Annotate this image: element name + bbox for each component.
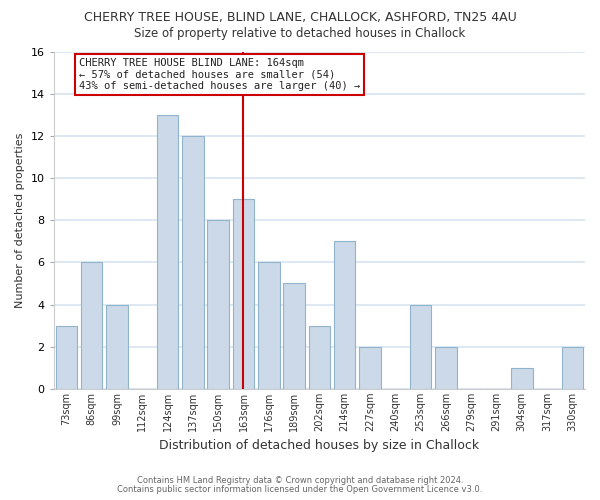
Bar (56, 326, 77, 389)
Text: Contains HM Land Registry data © Crown copyright and database right 2024.: Contains HM Land Registry data © Crown c… (137, 476, 463, 485)
Bar (410, 304, 431, 389)
Bar (208, 220, 229, 389)
Bar (562, 346, 583, 389)
Bar (334, 242, 355, 389)
Bar (106, 304, 128, 389)
Bar (435, 346, 457, 389)
Text: Size of property relative to detached houses in Challock: Size of property relative to detached ho… (134, 28, 466, 40)
Text: CHERRY TREE HOUSE BLIND LANE: 164sqm
← 57% of detached houses are smaller (54)
4: CHERRY TREE HOUSE BLIND LANE: 164sqm ← 5… (79, 58, 360, 91)
Text: Contains public sector information licensed under the Open Government Licence v3: Contains public sector information licen… (118, 484, 482, 494)
Bar (359, 346, 381, 389)
Bar (233, 199, 254, 389)
Bar (81, 262, 103, 389)
Bar (157, 115, 178, 389)
Bar (258, 262, 280, 389)
Y-axis label: Number of detached properties: Number of detached properties (15, 132, 25, 308)
Bar (308, 326, 330, 389)
Bar (283, 284, 305, 389)
X-axis label: Distribution of detached houses by size in Challock: Distribution of detached houses by size … (159, 440, 479, 452)
Bar (182, 136, 203, 389)
Text: CHERRY TREE HOUSE, BLIND LANE, CHALLOCK, ASHFORD, TN25 4AU: CHERRY TREE HOUSE, BLIND LANE, CHALLOCK,… (83, 12, 517, 24)
Bar (511, 368, 533, 389)
